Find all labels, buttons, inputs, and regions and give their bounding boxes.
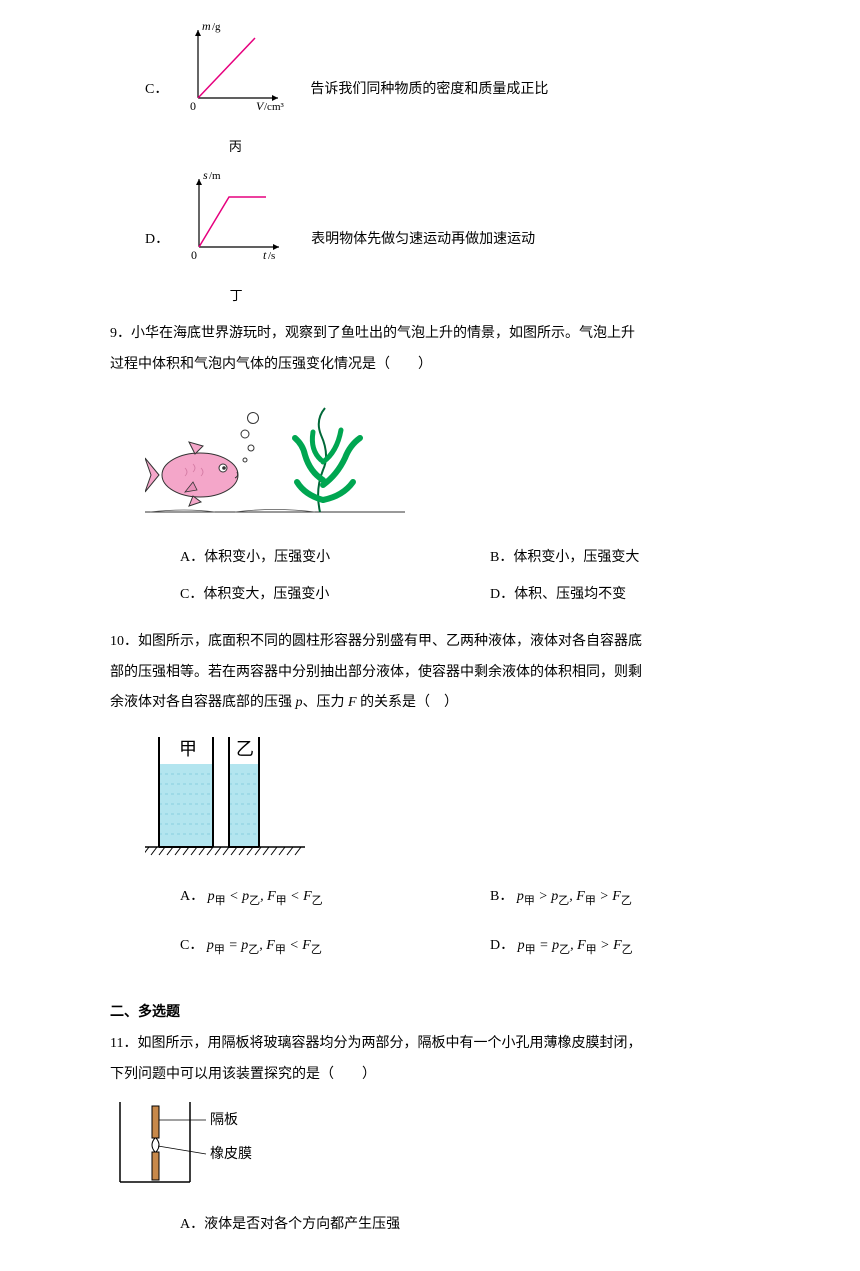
question-10: 10．如图所示，底面积不同的圆柱形容器分别盛有甲、乙两种液体，液体对各自容器底 … — [110, 627, 800, 980]
q9-option-b[interactable]: B．体积变小，压强变大 — [490, 543, 800, 574]
membrane-svg: 隔板 橡皮膜 — [110, 1096, 300, 1191]
q9-text: 9．小华在海底世界游玩时，观察到了鱼吐出的气泡上升的情景，如图所示。气泡上升 — [110, 319, 800, 350]
svg-text:/g: /g — [212, 21, 221, 33]
q10-d-label: D． — [490, 931, 514, 962]
q9-option-a[interactable]: A．体积变小，压强变小 — [180, 543, 490, 574]
q10-option-c[interactable]: C． p甲 = p乙, F甲 < F乙 — [180, 931, 490, 962]
q10-number: 10． — [110, 634, 138, 649]
svg-text:/cm³: /cm³ — [264, 101, 284, 113]
q10-option-b[interactable]: B． p甲 > p乙, F甲 > F乙 — [490, 882, 800, 913]
q9-number: 9． — [110, 326, 131, 341]
q10-b-math: p甲 > p乙, F甲 > F乙 — [517, 882, 632, 913]
q10-d-math: p甲 = p乙, F甲 > F乙 — [518, 931, 633, 962]
svg-text:t: t — [263, 248, 267, 262]
q11-text: 11．如图所示，用隔板将玻璃容器均分为两部分，隔板中有一个小孔用薄橡皮膜封闭， — [110, 1029, 800, 1060]
q9-options: A．体积变小，压强变小 B．体积变小，压强变大 C．体积变大，压强变小 D．体积… — [180, 543, 800, 617]
question-9: 9．小华在海底世界游玩时，观察到了鱼吐出的气泡上升的情景，如图所示。气泡上升 过… — [110, 319, 800, 617]
q9-option-c[interactable]: C．体积变大，压强变小 — [180, 580, 490, 611]
graph-d-svg: s /m 0 t /s — [181, 169, 291, 269]
fish-diagram — [145, 390, 800, 533]
membrane-diagram: 隔板 橡皮膜 — [110, 1096, 800, 1204]
q10-text: 10．如图所示，底面积不同的圆柱形容器分别盛有甲、乙两种液体，液体对各自容器底 — [110, 627, 800, 658]
q10-a-label: A． — [180, 882, 204, 913]
q10-b-label: B． — [490, 882, 513, 913]
q10-c-math: p甲 = p乙, F甲 < F乙 — [207, 931, 322, 962]
svg-text:m: m — [202, 20, 211, 33]
option-c-label: C． — [145, 75, 168, 106]
graph-d: s /m 0 t /s 丁 — [181, 169, 291, 310]
option-c-text: 告诉我们同种物质的密度和质量成正比 — [310, 75, 548, 106]
option-d-label: D． — [145, 225, 169, 256]
partition-label: 隔板 — [210, 1112, 238, 1128]
q11-line1: 如图所示，用隔板将玻璃容器均分为两部分，隔板中有一个小孔用薄橡皮膜封闭， — [137, 1036, 641, 1051]
q9-line1: 小华在海底世界游玩时，观察到了鱼吐出的气泡上升的情景，如图所示。气泡上升 — [131, 326, 635, 341]
svg-text:s: s — [203, 169, 208, 182]
q11-option-a[interactable]: A．液体是否对各个方向都产生压强 — [180, 1210, 800, 1241]
svg-text:0: 0 — [191, 248, 197, 262]
option-c-row: C． m /g 0 V /cm³ 丙 告诉我们同种物质的密度和质量成正比 — [145, 20, 800, 161]
container-label-left: 甲 — [179, 739, 197, 759]
svg-text:/m: /m — [209, 170, 221, 182]
q10-option-a[interactable]: A． p甲 < p乙, F甲 < F乙 — [180, 882, 490, 913]
option-d-text: 表明物体先做匀速运动再做加速运动 — [311, 225, 535, 256]
fish-svg — [145, 390, 405, 520]
option-d-row: D． s /m 0 t /s 丁 表明物体先做匀速运动再做加速运动 — [145, 169, 800, 310]
section-2-header: 二、多选题 — [110, 998, 800, 1029]
membrane-label: 橡皮膜 — [210, 1146, 252, 1162]
svg-text:/s: /s — [268, 250, 275, 262]
container-svg: 甲 乙 — [145, 729, 305, 859]
q10-a-math: p甲 < p乙, F甲 < F乙 — [208, 882, 323, 913]
q11-number: 11． — [110, 1036, 137, 1051]
graph-c-svg: m /g 0 V /cm³ — [180, 20, 290, 120]
q10-line2: 部的压强相等。若在两容器中分别抽出部分液体，使容器中剩余液体的体积相同，则剩 — [110, 658, 800, 689]
q10-option-d[interactable]: D． p甲 = p乙, F甲 > F乙 — [490, 931, 800, 962]
q10-line3: 余液体对各自容器底部的压强 p、压力 F 的关系是（ ） — [110, 688, 800, 719]
svg-text:0: 0 — [190, 99, 196, 113]
question-11: 11．如图所示，用隔板将玻璃容器均分为两部分，隔板中有一个小孔用薄橡皮膜封闭， … — [110, 1029, 800, 1241]
q10-line1: 如图所示，底面积不同的圆柱形容器分别盛有甲、乙两种液体，液体对各自容器底 — [138, 634, 642, 649]
q9-option-d[interactable]: D．体积、压强均不变 — [490, 580, 800, 611]
q9-line2: 过程中体积和气泡内气体的压强变化情况是（ ） — [110, 350, 800, 381]
q10-c-label: C． — [180, 931, 203, 962]
container-diagram: 甲 乙 — [145, 729, 800, 872]
container-label-right: 乙 — [236, 739, 254, 759]
graph-c: m /g 0 V /cm³ 丙 — [180, 20, 290, 161]
q11-line2: 下列问题中可以用该装置探究的是（ ） — [110, 1060, 800, 1091]
graph-d-label: 丁 — [181, 282, 291, 311]
q10-options: A． p甲 < p乙, F甲 < F乙 B． p甲 > p乙, F甲 > F乙 … — [180, 882, 800, 980]
graph-c-label: 丙 — [180, 133, 290, 162]
